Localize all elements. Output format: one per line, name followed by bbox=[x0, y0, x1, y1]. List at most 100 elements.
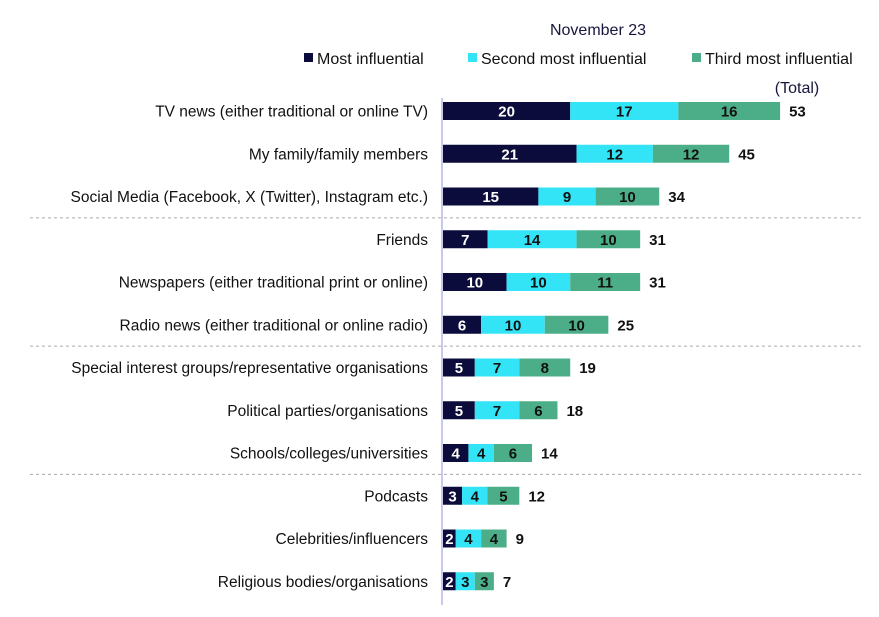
legend-label: Third most influential bbox=[705, 51, 853, 68]
bar-segment bbox=[443, 144, 577, 163]
total-value-label: 31 bbox=[649, 232, 666, 249]
bar-segment bbox=[474, 572, 494, 591]
bar-segment bbox=[487, 230, 577, 249]
legend-swatch bbox=[692, 53, 701, 62]
bar-value-label: 7 bbox=[493, 403, 501, 420]
bar-value-label: 3 bbox=[461, 574, 469, 591]
total-value-label: 31 bbox=[649, 275, 666, 292]
bar-value-label: 20 bbox=[498, 104, 515, 121]
chart-title: November 23 bbox=[550, 22, 646, 39]
bar-value-label: 2 bbox=[445, 574, 453, 591]
total-header: (Total) bbox=[775, 80, 819, 97]
category-label: Social Media (Facebook, X (Twitter), Ins… bbox=[71, 189, 428, 206]
bar-segment bbox=[576, 230, 641, 249]
bar-segment bbox=[455, 529, 482, 548]
bar-value-label: 3 bbox=[480, 574, 488, 591]
category-label: Podcasts bbox=[364, 488, 428, 505]
total-value-label: 12 bbox=[528, 488, 545, 505]
bar-value-label: 4 bbox=[471, 488, 480, 505]
category-label: Special interest groups/representative o… bbox=[71, 360, 428, 377]
bar-row: Radio news (either traditional or online… bbox=[120, 315, 634, 334]
bar-segment bbox=[443, 358, 475, 377]
bar-value-label: 4 bbox=[477, 446, 486, 463]
bar-row: Religious bodies/organisations 2 3 3 7 bbox=[218, 572, 511, 591]
total-value-label: 34 bbox=[668, 189, 685, 206]
category-label: Religious bodies/organisations bbox=[218, 574, 428, 591]
bar-segment bbox=[455, 572, 475, 591]
total-value-label: 19 bbox=[579, 360, 596, 377]
category-label: TV news (either traditional or online TV… bbox=[155, 104, 428, 121]
bar-value-label: 11 bbox=[597, 275, 613, 292]
total-value-label: 45 bbox=[738, 146, 755, 163]
bar-value-label: 9 bbox=[563, 189, 571, 206]
bar-segment bbox=[570, 102, 679, 120]
category-label: Friends bbox=[376, 232, 428, 249]
category-label: My family/family members bbox=[249, 146, 428, 163]
bar-value-label: 17 bbox=[616, 104, 633, 121]
bar-row: Friends 7 14 10 31 bbox=[376, 230, 666, 249]
bar-segment bbox=[468, 444, 494, 462]
bar-segment bbox=[443, 401, 475, 420]
bar-segment bbox=[462, 486, 488, 505]
legend-label: Second most influential bbox=[481, 51, 646, 68]
bar-row: Special interest groups/representative o… bbox=[71, 358, 596, 377]
bar-row: Celebrities/influencers 2 4 4 9 bbox=[276, 529, 524, 548]
bar-value-label: 5 bbox=[499, 488, 507, 505]
legend-swatch bbox=[304, 53, 313, 62]
bar-row: Podcasts 3 4 5 12 bbox=[364, 486, 545, 505]
bar-value-label: 14 bbox=[524, 232, 541, 249]
bar-segment bbox=[652, 144, 730, 163]
bar-segment bbox=[576, 144, 653, 163]
bar-row: TV news (either traditional or online TV… bbox=[155, 102, 806, 121]
bar-segment bbox=[544, 315, 609, 334]
bar-value-label: 7 bbox=[461, 232, 469, 249]
category-label: Radio news (either traditional or online… bbox=[120, 317, 428, 334]
bar-segment bbox=[443, 230, 488, 249]
bar-segment bbox=[481, 315, 545, 334]
bar-row: Schools/colleges/universities 4 4 6 14 bbox=[230, 444, 558, 463]
bar-segment bbox=[474, 358, 520, 377]
bar-segment bbox=[474, 401, 520, 420]
bar-value-label: 10 bbox=[505, 317, 522, 334]
bar-segment bbox=[678, 102, 781, 120]
bar-value-label: 10 bbox=[568, 317, 585, 334]
total-value-label: 9 bbox=[516, 531, 524, 548]
bar-segment bbox=[443, 572, 456, 591]
bar-segment bbox=[443, 187, 539, 206]
bar-row: My family/family members 21 12 12 45 bbox=[249, 144, 755, 163]
bar-value-label: 21 bbox=[501, 146, 518, 163]
bar-value-label: 10 bbox=[466, 275, 483, 292]
bar-segment bbox=[595, 187, 660, 206]
bar-value-label: 16 bbox=[721, 104, 738, 121]
total-value-label: 7 bbox=[503, 574, 511, 591]
bar-value-label: 12 bbox=[606, 146, 623, 163]
category-label: Celebrities/influencers bbox=[276, 531, 429, 548]
bar-segment bbox=[519, 358, 571, 377]
bar-segment bbox=[443, 315, 482, 334]
bar-segment bbox=[519, 401, 558, 420]
total-value-label: 14 bbox=[541, 446, 558, 463]
total-value-label: 18 bbox=[566, 403, 583, 420]
bar-segment bbox=[443, 486, 463, 505]
bar-value-label: 7 bbox=[493, 360, 501, 377]
total-value-label: 53 bbox=[789, 104, 806, 121]
legend-swatch bbox=[468, 53, 477, 62]
bar-value-label: 10 bbox=[600, 232, 617, 249]
bar-value-label: 4 bbox=[452, 446, 461, 463]
bar-segment bbox=[481, 529, 507, 548]
category-label: Political parties/organisations bbox=[227, 403, 428, 420]
legend: Most influential Second most influential T… bbox=[304, 51, 853, 68]
bar-value-label: 3 bbox=[448, 488, 456, 505]
bar-value-label: 10 bbox=[530, 275, 547, 292]
bar-value-label: 12 bbox=[683, 146, 700, 163]
bar-value-label: 6 bbox=[458, 317, 466, 334]
bar-segment bbox=[443, 444, 469, 462]
bar-segment bbox=[443, 102, 571, 120]
bar-value-label: 2 bbox=[445, 531, 453, 548]
category-label: Schools/colleges/universities bbox=[230, 446, 428, 463]
bar-row: Newspapers (either traditional print or … bbox=[119, 273, 666, 292]
bar-segment bbox=[570, 273, 641, 291]
bar-value-label: 6 bbox=[509, 446, 517, 463]
bar-segment bbox=[538, 187, 596, 206]
